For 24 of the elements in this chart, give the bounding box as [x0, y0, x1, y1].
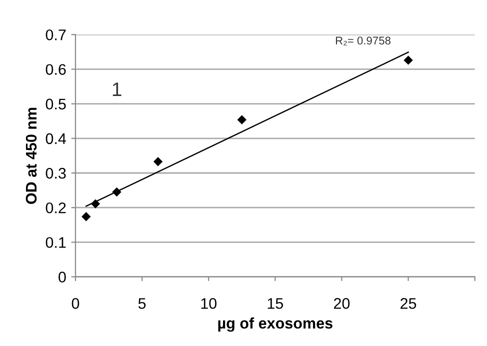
y-tick-label: 0.5: [46, 98, 66, 110]
x-tick-label: 20: [334, 298, 350, 309]
y-tick-label: 0.7: [46, 29, 66, 40]
y-tick-label: 0.3: [46, 168, 66, 179]
x-tick-label: 10: [201, 298, 216, 309]
annotation: R₂= 0.9758: [336, 36, 390, 46]
point: [153, 156, 163, 166]
x-tick-label: 5: [138, 298, 146, 309]
point: [237, 115, 246, 124]
point: [112, 187, 122, 197]
y-tick-label: 0.1: [46, 237, 66, 248]
x-axis-title: µg of exosomes: [218, 317, 332, 332]
x-tick-label: 15: [268, 298, 284, 309]
y-tick-label: 0.4: [46, 133, 66, 144]
y-tick-label: 0.2: [46, 202, 66, 214]
y-tick-label: 0.6: [46, 64, 66, 75]
annotation: 1: [112, 82, 122, 96]
point: [90, 199, 100, 208]
y-tick-label: 0: [58, 272, 66, 282]
x-tick-label: 25: [400, 298, 416, 309]
point: [82, 212, 91, 222]
y-axis-title: OD at 450 nm: [26, 108, 37, 204]
x-tick-label: 0: [72, 298, 80, 309]
point: [404, 56, 413, 65]
